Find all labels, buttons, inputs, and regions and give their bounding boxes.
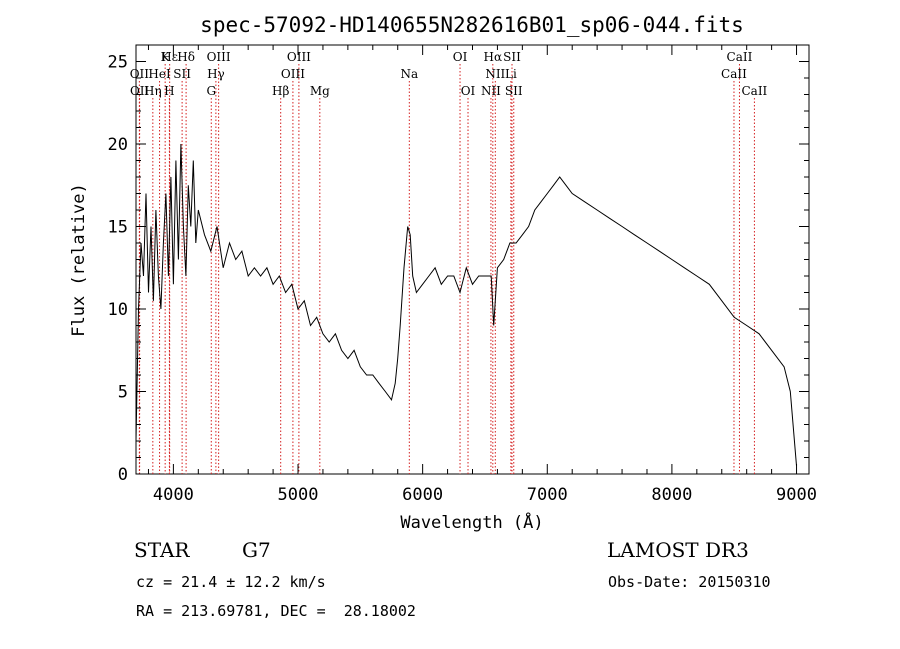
x-axis-ticks: 4000 5000 6000 7000 8000 9000 (147, 45, 817, 505)
x-axis-label: Wavelength (Å) (400, 511, 543, 533)
line-annotation-label: OIII (281, 67, 305, 81)
plot-frame (135, 44, 810, 475)
x-tick-label: 6000 (402, 485, 443, 505)
y-tick-label: 25 (108, 53, 128, 73)
line-annotation-label: OIII (287, 50, 311, 64)
x-tick-label: 8000 (651, 485, 692, 505)
line-annotation-label: G (206, 84, 216, 98)
coordinates: RA = 213.69781, DEC = 28.18002 (136, 602, 416, 620)
x-tick-label: 7000 (527, 485, 568, 505)
x-tick-label: 5000 (278, 485, 319, 505)
y-axis-label: Flux (relative) (69, 183, 89, 337)
y-tick-label: 5 (118, 383, 128, 403)
line-annotation-label: H (164, 84, 174, 98)
x-tick-label: 9000 (776, 485, 817, 505)
y-tick-label: 20 (108, 135, 128, 155)
line-annotation-label: Hδ (177, 50, 195, 64)
line-annotation-label: SII (173, 67, 191, 81)
line-annotation-label: OI (453, 50, 468, 64)
observation-date: Obs-Date: 20150310 (608, 573, 771, 591)
object-class: STAR (134, 538, 190, 562)
line-annotation-label: Hγ (207, 67, 225, 81)
x-tick-label: 4000 (153, 485, 194, 505)
line-annotation-layer (138, 64, 755, 474)
line-annotation-label: Hα (484, 50, 503, 64)
line-annotation-label: OIII (207, 50, 231, 64)
object-subclass: G7 (242, 538, 271, 562)
line-annotation-label: CaII (741, 84, 767, 98)
survey-name: LAMOST DR3 (607, 538, 749, 562)
line-annotation-label: K (161, 50, 171, 64)
y-tick-label: 10 (108, 300, 128, 320)
redshift-velocity: cz = 21.4 ± 12.2 km/s (136, 573, 326, 591)
line-annotation-label: NII (485, 67, 505, 81)
line-annotation-label: OII (130, 67, 150, 81)
line-annotation-label: NII (481, 84, 501, 98)
line-annotation-label: CaII (721, 67, 747, 81)
line-annotation-label: Li (505, 67, 517, 81)
line-annotation-label: Mg (310, 84, 330, 98)
spectrum-series-line (135, 143, 797, 466)
line-annotation-label: HeI (148, 67, 171, 81)
y-tick-label: 0 (118, 465, 128, 485)
line-annotation-label: Na (400, 67, 418, 81)
line-annotation-label: Hη (144, 84, 162, 98)
line-annotation-label: OI (461, 84, 476, 98)
line-annotation-label: SII (503, 50, 521, 64)
line-annotation-label: CaII (727, 50, 753, 64)
line-annotation-label: Hβ (272, 84, 289, 98)
line-annotation-label: OII (130, 84, 150, 98)
y-axis-ticks: 0 5 10 15 20 25 (108, 53, 809, 485)
chart-title: spec-57092-HD140655N282616B01_sp06-044.f… (200, 13, 744, 37)
line-annotation-label: SII (505, 84, 523, 98)
y-tick-label: 15 (108, 218, 128, 238)
